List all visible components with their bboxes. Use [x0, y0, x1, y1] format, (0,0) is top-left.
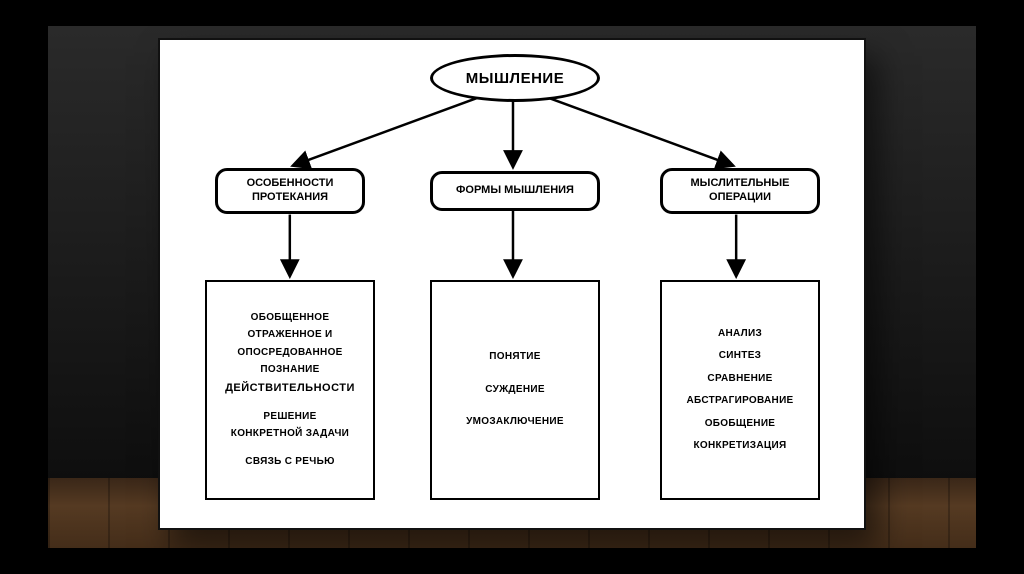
root-label: МЫШЛЕНИЕ [466, 70, 564, 87]
diagram-card: МЫШЛЕНИЕ ОСОБЕННОСТИ ПРОТЕКАНИЯ ФОРМЫ МЫ… [158, 38, 866, 530]
detail-box-1: ОБОБЩЕННОЕ ОТРАЖЕННОЕ И ОПОСРЕДОВАННОЕ П… [205, 280, 375, 500]
category-node-1: ОСОБЕННОСТИ ПРОТЕКАНИЯ [215, 168, 365, 214]
d3-6: КОНКРЕТИЗАЦИЯ [694, 440, 787, 453]
d3-5: ОБОБЩЕНИЕ [705, 418, 776, 431]
category-node-3: МЫСЛИТЕЛЬНЫЕ ОПЕРАЦИИ [660, 168, 820, 214]
d1-6: РЕШЕНИЕ [263, 411, 316, 424]
d1-8: СВЯЗЬ С РЕЧЬЮ [245, 456, 334, 469]
d2-3: УМОЗАКЛЮЧЕНИЕ [466, 416, 564, 429]
d1-5: ДЕЙСТВИТЕЛЬНОСТИ [225, 382, 355, 396]
d2-1: ПОНЯТИЕ [489, 351, 540, 364]
presentation-stage: МЫШЛЕНИЕ ОСОБЕННОСТИ ПРОТЕКАНИЯ ФОРМЫ МЫ… [48, 26, 976, 548]
d1-3: ОПОСРЕДОВАННОЕ [237, 347, 342, 360]
cat2-line1: ФОРМЫ МЫШЛЕНИЯ [456, 184, 574, 198]
d3-2: СИНТЕЗ [719, 350, 761, 363]
cat1-line1: ОСОБЕННОСТИ [247, 177, 334, 191]
d1-7: КОНКРЕТНОЙ ЗАДАЧИ [231, 428, 349, 441]
d1-1: ОБОБЩЕННОЕ [251, 312, 330, 325]
d3-3: СРАВНЕНИЕ [707, 373, 772, 386]
d2-2: СУЖДЕНИЕ [485, 384, 545, 397]
cat3-line1: МЫСЛИТЕЛЬНЫЕ [691, 177, 790, 191]
detail-box-2: ПОНЯТИЕ СУЖДЕНИЕ УМОЗАКЛЮЧЕНИЕ [430, 280, 600, 500]
d1-4: ПОЗНАНИЕ [260, 364, 319, 377]
cat1-line2: ПРОТЕКАНИЯ [252, 191, 328, 205]
cat3-line2: ОПЕРАЦИИ [709, 191, 771, 205]
detail-box-3: АНАЛИЗ СИНТЕЗ СРАВНЕНИЕ АБСТРАГИРОВАНИЕ … [660, 280, 820, 500]
d1-2: ОТРАЖЕННОЕ И [247, 329, 332, 342]
d3-1: АНАЛИЗ [718, 328, 762, 341]
d3-4: АБСТРАГИРОВАНИЕ [686, 395, 793, 408]
root-node: МЫШЛЕНИЕ [430, 54, 600, 102]
category-node-2: ФОРМЫ МЫШЛЕНИЯ [430, 171, 600, 211]
